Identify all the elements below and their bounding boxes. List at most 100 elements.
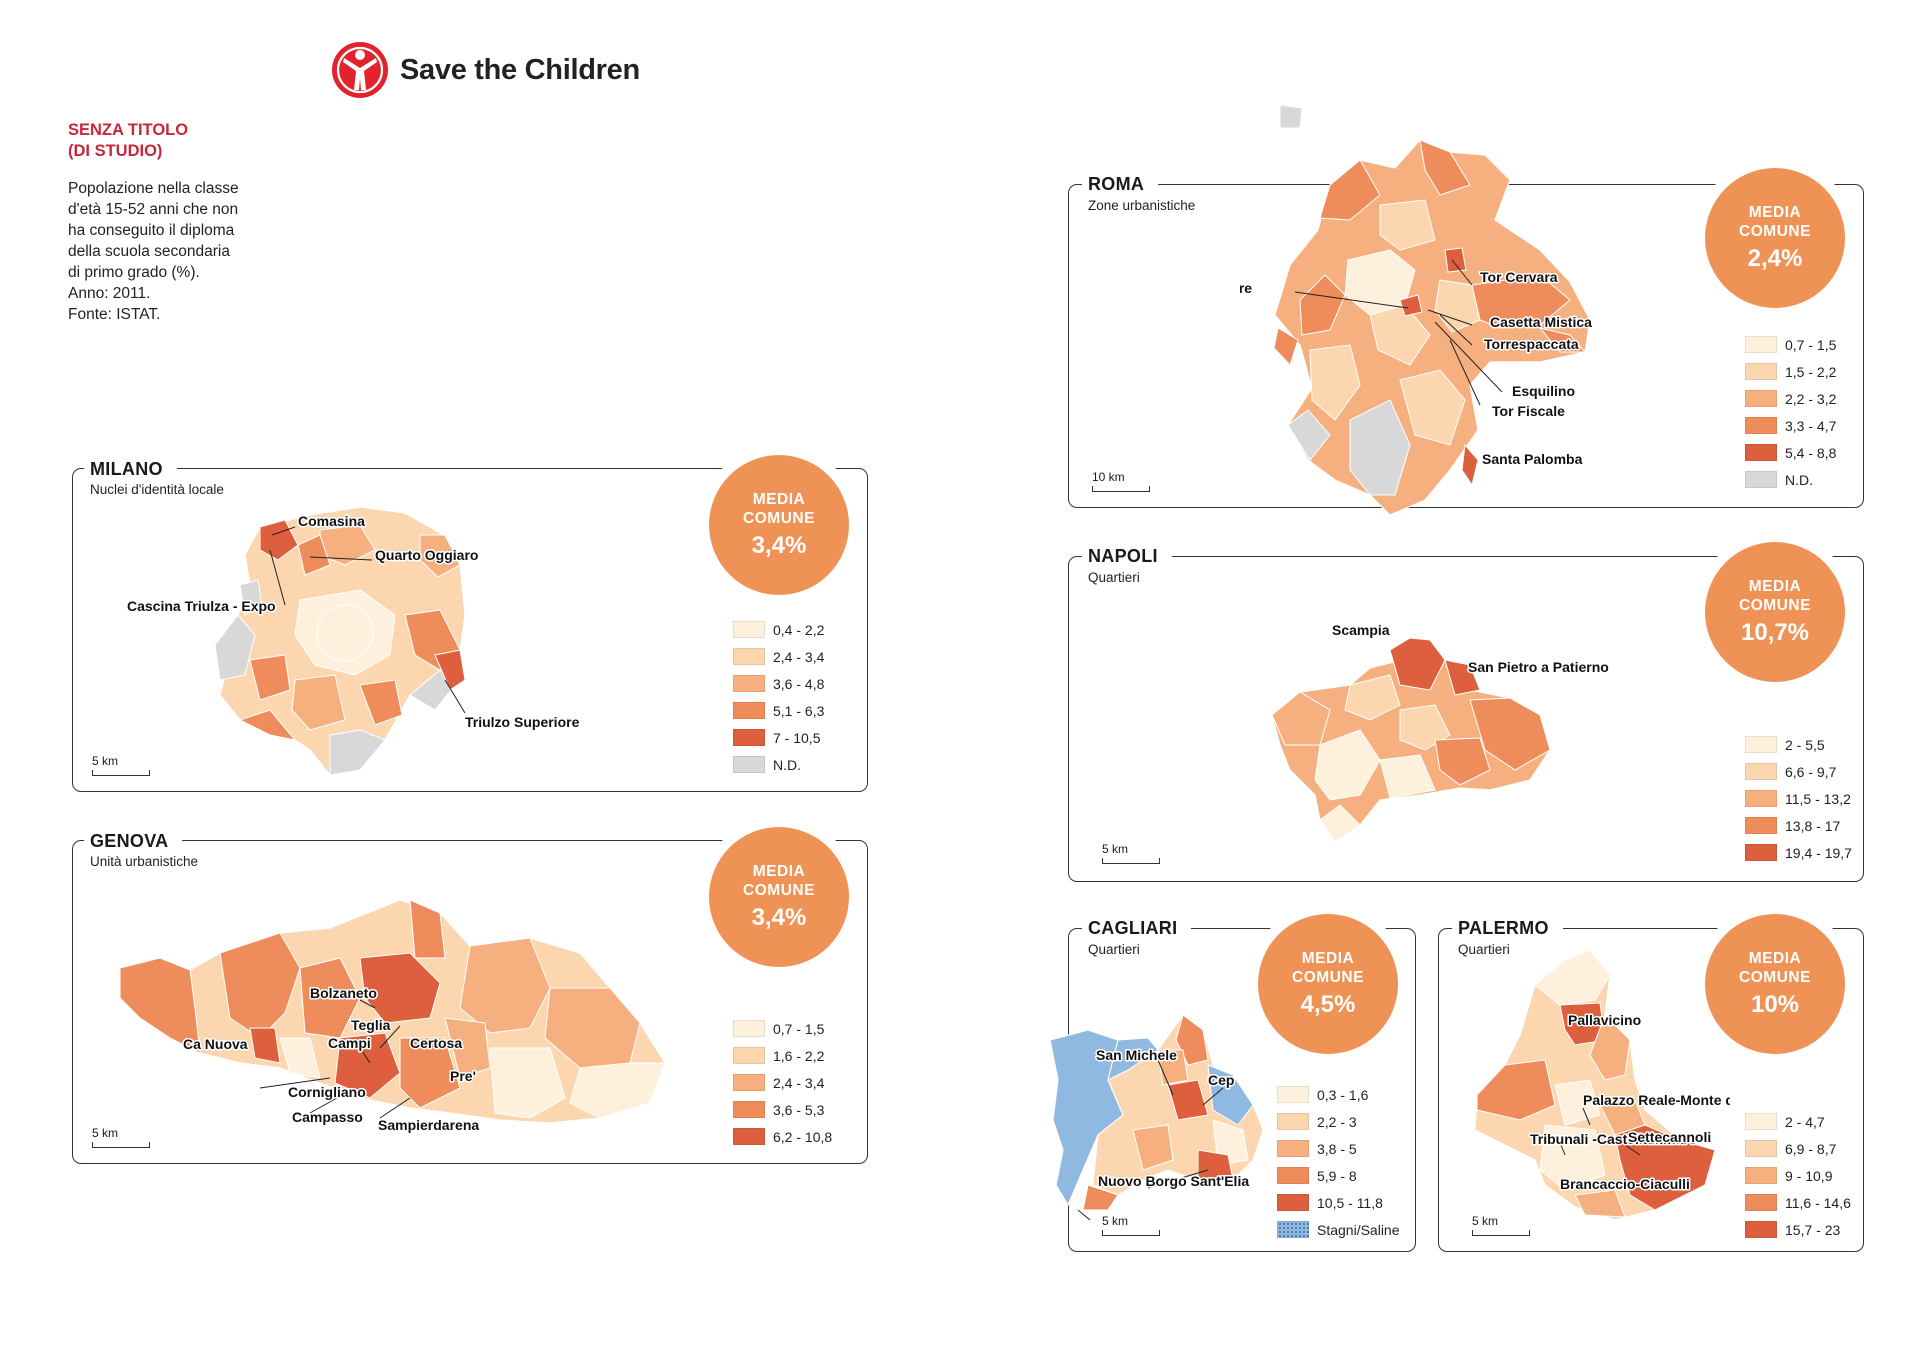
intro-title-line: SENZA TITOLO bbox=[68, 121, 189, 139]
legend-label: 3,3 - 4,7 bbox=[1785, 417, 1837, 434]
map-roma: Trastevere Tor Cervara Casetta Mistica T… bbox=[1240, 104, 1594, 516]
legend-item: 13,8 - 17 bbox=[1745, 812, 1852, 839]
legend-item: 2,4 - 3,4 bbox=[733, 1069, 832, 1096]
legend-label: 10,5 - 11,8 bbox=[1317, 1194, 1383, 1211]
place-label: Campasso bbox=[292, 1109, 363, 1125]
place-label: Santa Palomba bbox=[1482, 451, 1583, 467]
intro-title-line: (DI STUDIO) bbox=[68, 142, 163, 160]
legend-swatch bbox=[733, 702, 765, 719]
legend-item: 10,5 - 11,8 bbox=[1277, 1189, 1400, 1216]
intro-description: Popolazione nella classe d'età 15-52 ann… bbox=[68, 178, 308, 325]
legend-swatch bbox=[1745, 1221, 1777, 1238]
place-label: Brancaccio-Ciaculli bbox=[1560, 1176, 1690, 1192]
average-badge-napoli: MEDIA COMUNE 10,7% bbox=[1705, 542, 1845, 682]
legend-swatch bbox=[1745, 736, 1777, 753]
legend-item: Stagni/Saline bbox=[1277, 1216, 1400, 1243]
legend-label: 2,2 - 3,2 bbox=[1785, 390, 1837, 407]
legend-label: N.D. bbox=[1785, 471, 1813, 488]
brand-name: Save the Children bbox=[400, 53, 640, 86]
legend-item: 11,6 - 14,6 bbox=[1745, 1189, 1851, 1216]
save-the-children-logo: Save the Children bbox=[330, 40, 640, 100]
legend-label: N.D. bbox=[773, 756, 801, 773]
legend-label: 0,4 - 2,2 bbox=[773, 621, 825, 638]
legend-item: 5,1 - 6,3 bbox=[733, 697, 824, 724]
intro-desc-line: di primo grado (%). bbox=[68, 264, 200, 281]
legend-swatch bbox=[733, 648, 765, 665]
legend-item: 2,2 - 3,2 bbox=[1745, 385, 1836, 412]
panel-genova bbox=[72, 840, 868, 1164]
intro-desc-line: della scuola secondaria bbox=[68, 243, 230, 260]
legend-swatch bbox=[1745, 1113, 1777, 1130]
legend-label: 6,9 - 8,7 bbox=[1785, 1140, 1837, 1157]
place-label: Settecannoli bbox=[1628, 1129, 1711, 1145]
legend-label: 2 - 5,5 bbox=[1785, 736, 1825, 753]
scale-label: 5 km bbox=[92, 754, 119, 768]
scale-bar-palermo: 5 km bbox=[1472, 1214, 1530, 1236]
average-badge-milano: MEDIA COMUNE 3,4% bbox=[709, 455, 849, 595]
legend-label: 9 - 10,9 bbox=[1785, 1167, 1833, 1184]
scale-label: 5 km bbox=[1102, 1214, 1129, 1228]
badge-value: 10% bbox=[1750, 990, 1800, 1018]
legend-napoli: 2 - 5,5 6,6 - 9,7 11,5 - 13,2 13,8 - 17 19,4… bbox=[1745, 731, 1852, 866]
legend-item: 3,3 - 4,7 bbox=[1745, 412, 1836, 439]
legend-swatch bbox=[1745, 1167, 1777, 1184]
badge-label: MEDIA bbox=[1748, 577, 1802, 595]
scale-label: 5 km bbox=[1102, 842, 1129, 856]
legend-label: 2,4 - 3,4 bbox=[773, 1074, 825, 1091]
legend-roma: 0,7 - 1,5 1,5 - 2,2 2,2 - 3,2 3,3 - 4,7 5,4 … bbox=[1745, 331, 1836, 493]
badge-value: 4,5% bbox=[1300, 990, 1356, 1018]
legend-item: 15,7 - 23 bbox=[1745, 1216, 1851, 1243]
legend-swatch bbox=[1745, 763, 1777, 780]
panel-napoli bbox=[1068, 556, 1864, 882]
badge-label: MEDIA bbox=[1748, 203, 1802, 221]
legend-swatch bbox=[1745, 390, 1777, 407]
place-label: Teglia bbox=[351, 1017, 391, 1033]
panel-subtitle-cagliari: Quartieri bbox=[1082, 942, 1146, 957]
scale-bar-roma: 10 km bbox=[1092, 470, 1150, 492]
legend-label: 6,6 - 9,7 bbox=[1785, 763, 1837, 780]
legend-item: 7 - 10,5 bbox=[733, 724, 824, 751]
place-label: Bolzaneto bbox=[310, 985, 377, 1001]
legend-item: 2 - 5,5 bbox=[1745, 731, 1852, 758]
intro-desc-line: Anno: 2011. bbox=[68, 285, 151, 302]
badge-label: COMUNE bbox=[743, 509, 815, 527]
scale-bar-genova: 5 km bbox=[92, 1126, 150, 1148]
map-genova: Bolzaneto Teglia Ca Nuova Campi Certosa … bbox=[119, 899, 666, 1135]
legend-swatch bbox=[1745, 444, 1777, 461]
legend-item: 11,5 - 13,2 bbox=[1745, 785, 1852, 812]
intro-desc-line: d'età 15-52 anni che non bbox=[68, 201, 239, 218]
place-label: Trastevere bbox=[1240, 280, 1252, 296]
badge-label: COMUNE bbox=[1739, 596, 1811, 614]
legend-swatch bbox=[1745, 363, 1777, 380]
legend-label: 5,9 - 8 bbox=[1317, 1167, 1357, 1184]
legend-label: 11,6 - 14,6 bbox=[1785, 1194, 1851, 1211]
legend-swatch bbox=[733, 621, 765, 638]
legend-label: 6,2 - 10,8 bbox=[773, 1128, 833, 1145]
panel-subtitle-palermo: Quartieri bbox=[1452, 942, 1516, 957]
legend-item: 0,4 - 2,2 bbox=[733, 616, 824, 643]
legend-label: 11,5 - 13,2 bbox=[1785, 790, 1851, 807]
badge-label: COMUNE bbox=[1739, 222, 1811, 240]
legend-swatch bbox=[1277, 1194, 1309, 1211]
place-label: San Pietro a Patierno bbox=[1468, 659, 1609, 675]
scale-bar-milano: 5 km bbox=[92, 754, 150, 776]
legend-label: 0,7 - 1,5 bbox=[1785, 336, 1837, 353]
legend-label: 13,8 - 17 bbox=[1785, 817, 1841, 834]
panel-palermo bbox=[1438, 928, 1864, 1252]
badge-label: MEDIA bbox=[752, 862, 806, 880]
legend-swatch bbox=[733, 1074, 765, 1091]
badge-value: 3,4% bbox=[751, 531, 807, 559]
legend-label: 0,7 - 1,5 bbox=[773, 1020, 825, 1037]
legend-item: 0,7 - 1,5 bbox=[733, 1015, 832, 1042]
legend-item: 2,4 - 3,4 bbox=[733, 643, 824, 670]
place-label: Certosa bbox=[410, 1035, 462, 1051]
intro-desc-line: Fonte: ISTAT. bbox=[68, 306, 161, 323]
place-label: Torrespaccata bbox=[1484, 336, 1579, 352]
panel-subtitle-napoli: Quartieri bbox=[1082, 570, 1146, 585]
panel-subtitle-genova: Unità urbanistiche bbox=[84, 854, 205, 869]
panel-title-milano: MILANO bbox=[84, 458, 177, 480]
legend-label: 3,6 - 5,3 bbox=[773, 1101, 825, 1118]
badge-label: COMUNE bbox=[743, 881, 815, 899]
legend-item: 1,6 - 2,2 bbox=[733, 1042, 832, 1069]
legend-swatch bbox=[1745, 844, 1777, 861]
